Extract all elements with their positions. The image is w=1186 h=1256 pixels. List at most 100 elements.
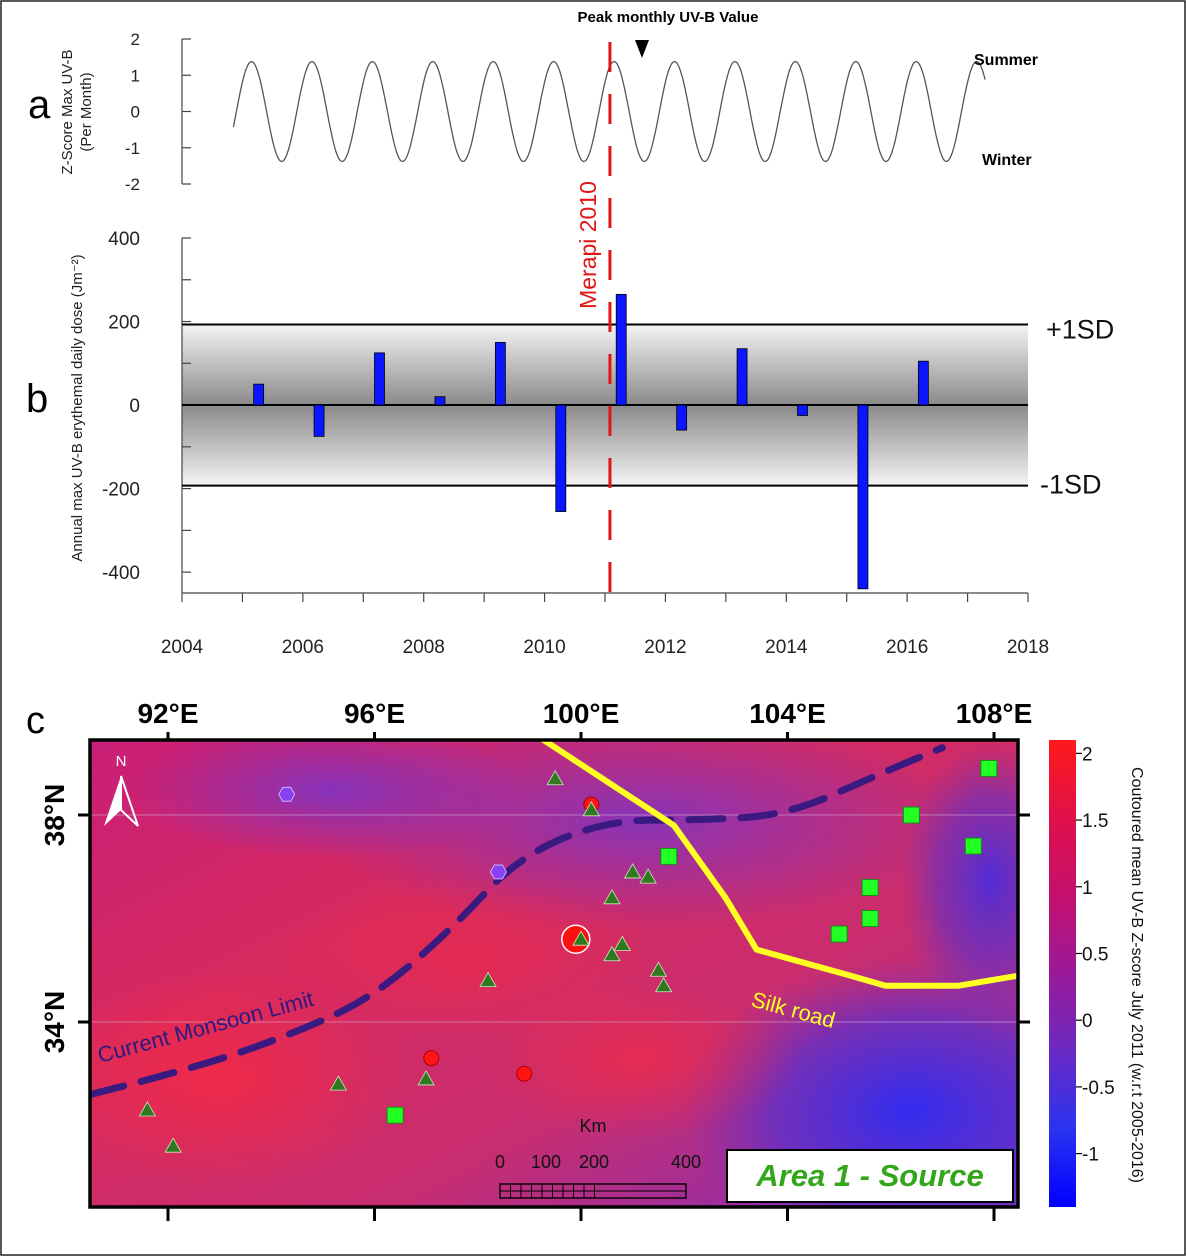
panel-b-bar xyxy=(374,352,385,406)
panel-b-bar xyxy=(494,342,506,406)
panel-a-summer-label: Summer xyxy=(974,52,1038,69)
panel-b-bar xyxy=(797,404,808,416)
map-marker-hexagon xyxy=(489,864,507,880)
panel-a-ylabel-line2: (Per Month) xyxy=(78,72,95,151)
map-marker-triangle xyxy=(649,961,668,977)
colorbar-tick-label: 1 xyxy=(1082,878,1093,899)
panel-c-letter: c xyxy=(26,700,45,742)
panel-b-bar xyxy=(676,404,688,431)
map-marker-square xyxy=(980,759,998,777)
panel-b-ytick-label: 200 xyxy=(108,313,140,334)
map-lat-label: 38°N xyxy=(39,784,70,847)
panel-b-bar xyxy=(917,360,929,406)
panel-b-x-ticks: 2004 2006 2008 2010 2012 2014 2016 2018 xyxy=(161,593,1049,658)
scale-bar: Km 0 100 200 400 xyxy=(495,1116,701,1199)
panel-b-y-ticks: 400 200 0 -200 -400 xyxy=(102,229,191,584)
colorbar-tick-label: 2 xyxy=(1082,744,1093,765)
map-lon-label: 92°E xyxy=(137,698,198,729)
colorbar-tick-label: -0.5 xyxy=(1082,1078,1115,1099)
map-marker-square xyxy=(902,806,920,824)
panel-a-ytick-label: -2 xyxy=(125,175,140,194)
panel-b: b Annual max UV-B erythemal daily dose (… xyxy=(26,42,1114,658)
panel-b-xtick-label: 2012 xyxy=(644,637,686,658)
map-purple-region-west xyxy=(130,740,530,860)
area-label-text: Area 1 - Source xyxy=(755,1158,983,1193)
colorbar-tick-label: 0.5 xyxy=(1082,944,1108,965)
map-marker-square xyxy=(386,1106,404,1124)
map-marker-triangle xyxy=(164,1137,182,1153)
map-marker-triangle xyxy=(138,1101,157,1117)
map-marker-triangle xyxy=(603,945,621,962)
panel-b-bar xyxy=(857,404,869,590)
scale-bar-label-400: 400 xyxy=(671,1152,701,1172)
site-markers xyxy=(138,759,998,1153)
panel-b-xtick-label: 2004 xyxy=(161,637,204,658)
panel-a-ylabel: Z-Score Max UV-B (Per Month) xyxy=(59,49,95,174)
panel-b-plus-sd-label: +1SD xyxy=(1046,314,1114,344)
map-marker-circle xyxy=(516,1065,533,1082)
panel-b-minus-sd-label: -1SD xyxy=(1040,470,1102,500)
area-label-box: Area 1 - Source xyxy=(726,1149,1014,1203)
scale-bar-title: Km xyxy=(580,1116,607,1136)
map-marker-triangle xyxy=(582,801,601,817)
map-marker-triangle xyxy=(572,930,590,946)
map-marker-square xyxy=(830,925,848,943)
panel-a-peak-annotation: Peak monthly UV-B Value xyxy=(578,9,759,26)
panel-b-bar xyxy=(555,404,567,512)
scale-bar-label-0: 0 xyxy=(495,1152,505,1172)
panel-b-letter: b xyxy=(26,377,48,421)
area-label-background xyxy=(726,1149,1014,1203)
panel-a-ylabel-line1: Z-Score Max UV-B xyxy=(59,49,76,174)
map-marker-triangle xyxy=(479,971,497,987)
panel-b-xtick-label: 2018 xyxy=(1007,637,1049,658)
merapi-event-label: Merapi 2010 xyxy=(575,181,601,309)
map-lon-label: 108°E xyxy=(956,698,1033,729)
map-marker-triangle xyxy=(639,868,657,884)
panel-a-y-ticks: 2 1 0 -1 -2 xyxy=(125,30,191,194)
north-arrow-icon xyxy=(104,776,121,826)
panel-b-bar xyxy=(253,383,265,406)
colorbar-label: Coutoured mean UV-B Z-score July 2011 (w… xyxy=(1128,767,1145,1183)
map-marker-triangle xyxy=(623,863,642,879)
panel-b-ytick-label: -200 xyxy=(102,480,140,501)
colorbar-tick-label: 1.5 xyxy=(1082,811,1108,832)
panel-c: c Current Monsoon Limit Silk road N K xyxy=(26,698,1145,1221)
map-lon-label: 100°E xyxy=(543,698,620,729)
panel-b-ylabel: Annual max UV-B erythemal daily dose (Jm… xyxy=(69,254,86,561)
panel-b-xtick-label: 2008 xyxy=(403,637,445,658)
panel-b-bar xyxy=(434,396,446,406)
map-lon-label: 96°E xyxy=(344,698,405,729)
panel-b-ytick-label: 0 xyxy=(129,396,140,417)
map-marker-square xyxy=(660,847,678,865)
panel-b-ytick-label: 400 xyxy=(108,229,140,250)
map-lon-label: 104°E xyxy=(749,698,826,729)
map-red-region-center xyxy=(270,880,670,1040)
silk-road-line xyxy=(538,740,1018,989)
panel-a-ytick-label: 1 xyxy=(131,66,140,85)
map-marker-square xyxy=(861,910,879,927)
map-lat-label: 34°N xyxy=(39,991,70,1054)
scale-bar-label-100: 100 xyxy=(531,1152,561,1172)
panel-a-peak-arrow xyxy=(635,40,649,58)
colorbar-gradient xyxy=(1049,740,1076,1207)
panel-b-xtick-label: 2006 xyxy=(282,637,324,658)
map-marker-square xyxy=(861,878,879,896)
panel-a-ytick-label: 2 xyxy=(131,30,140,49)
uvb-zscore-map: Current Monsoon Limit Silk road N Km 0 1… xyxy=(90,740,1018,1207)
panel-b-xtick-label: 2010 xyxy=(523,637,565,658)
colorbar-tick-label: -1 xyxy=(1082,1145,1099,1166)
map-marker-circle xyxy=(423,1050,440,1067)
panel-b-bar xyxy=(313,404,325,437)
north-arrow: N xyxy=(104,753,139,827)
colorbar: 2 1.5 1 0.5 0 -0.5 -1 Coutoured mean UV-B Z-sc… xyxy=(1049,740,1145,1207)
map-marker-triangle xyxy=(613,935,631,951)
map-red-region-southwest xyxy=(90,970,410,1190)
map-axis-ticks: 92°E 96°E 100°E 104°E 108°E 38°N 34°N xyxy=(39,698,1032,1221)
panel-b-ytick-label: -400 xyxy=(102,563,140,584)
map-marker-triangle xyxy=(654,976,673,993)
panel-b-bar xyxy=(736,348,748,406)
panel-b-xtick-label: 2016 xyxy=(886,637,928,658)
colorbar-tick-label: 0 xyxy=(1082,1011,1093,1032)
